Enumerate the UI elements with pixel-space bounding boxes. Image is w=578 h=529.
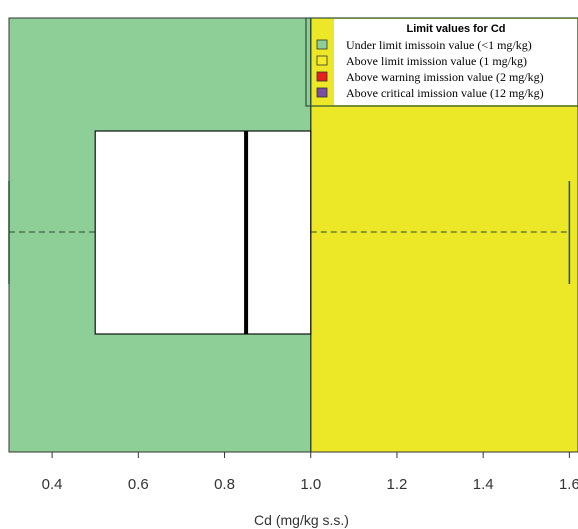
iqr-box — [94, 130, 312, 335]
legend-swatch-0 — [316, 39, 328, 50]
legend-swatch-1 — [316, 55, 328, 66]
legend-label-2: Above warning imission value (2 mg/kg) — [346, 70, 544, 84]
legend-title: Limit values for Cd — [406, 23, 505, 35]
legend-swatch-2 — [316, 71, 328, 82]
x-tick-label-3: 1.0 — [300, 476, 321, 493]
legend-frame — [305, 17, 578, 107]
legend-label-0: Under limit imissoin value (<1 mg/kg) — [346, 38, 532, 52]
x-tick-label-4: 1.2 — [387, 476, 408, 493]
x-tick-label-0: 0.4 — [42, 476, 63, 493]
boxplot — [8, 130, 571, 335]
x-axis-title: Cd (mg/kg s.s.) — [254, 512, 349, 528]
x-tick-label-2: 0.8 — [214, 476, 235, 493]
legend: Limit values for Cd Under limit imissoin … — [305, 17, 578, 107]
legend-label-3: Above critical imission value (12 mg/kg) — [346, 86, 544, 100]
x-tick-label-5: 1.4 — [473, 476, 494, 493]
legend-background — [334, 19, 577, 105]
x-axis: 0.4 0.6 0.8 1.0 1.2 1.4 1.6 — [42, 452, 578, 493]
legend-label-1: Above limit imission value (1 mg/kg) — [346, 54, 527, 68]
legend-swatch-3 — [316, 87, 328, 98]
x-tick-label-1: 0.6 — [128, 476, 149, 493]
x-tick-label-6: 1.6 — [559, 476, 578, 493]
